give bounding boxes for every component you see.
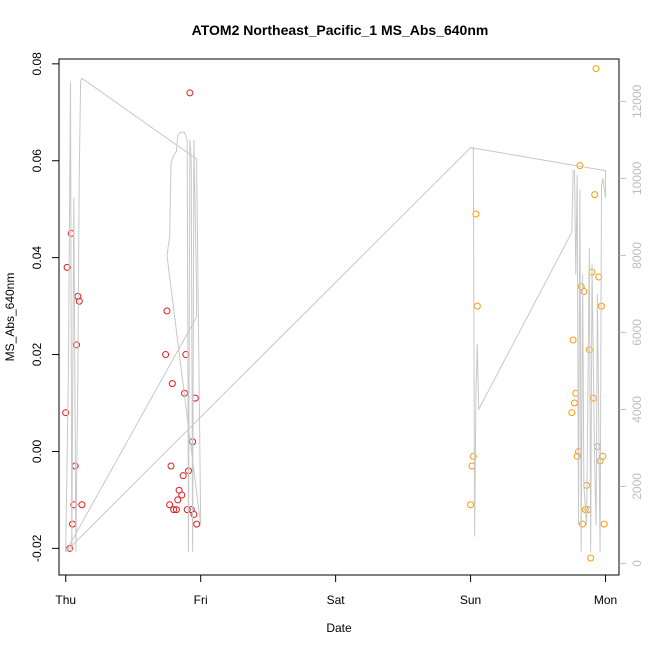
y2-tick-label: 6000 <box>630 319 644 346</box>
y-tick-label: 0.04 <box>30 246 44 270</box>
data-point <box>469 452 477 460</box>
y2-tick-label: 8000 <box>630 242 644 269</box>
chart-title: ATOM2 Northeast_Pacific_1 MS_Abs_640nm <box>192 22 489 38</box>
data-point <box>569 336 577 344</box>
y-tick-label: 0.02 <box>30 343 44 367</box>
y-tick-label: -0.02 <box>30 534 44 562</box>
data-point <box>193 520 201 528</box>
y2-tick-label: 10000 <box>630 161 644 195</box>
y2-tick-label: 2000 <box>630 473 644 500</box>
data-point <box>592 65 600 73</box>
plot-marks: -0.02 0.00 0.02 0.04 0.06 0.08 0 2000 4000 6000 80… <box>30 52 644 607</box>
series-line <box>65 77 606 553</box>
data-point <box>473 302 481 310</box>
data-point <box>472 210 480 218</box>
plot-frame <box>58 58 620 576</box>
data-point <box>573 452 581 460</box>
data-point <box>63 263 71 271</box>
x-tick-label: Fri <box>194 593 208 607</box>
data-point <box>174 496 182 504</box>
data-point <box>162 351 170 359</box>
data-point <box>568 409 576 417</box>
x-axis-label: Date <box>326 621 352 635</box>
data-point <box>179 472 187 480</box>
data-point <box>580 288 588 296</box>
data-point <box>75 297 83 305</box>
data-point <box>167 462 175 470</box>
data-point <box>170 506 178 514</box>
data-point <box>183 506 191 514</box>
data-point <box>172 506 180 514</box>
x-tick-label: Mon <box>594 593 617 607</box>
x-tick-label: Thu <box>55 593 76 607</box>
data-point <box>587 554 595 562</box>
data-point <box>599 452 607 460</box>
data-point <box>68 520 76 528</box>
y2-tick-label: 0 <box>630 560 644 567</box>
data-point <box>168 380 176 388</box>
x-tick-label: Sun <box>460 593 481 607</box>
data-point <box>62 409 70 417</box>
x-tick-label: Sat <box>327 593 346 607</box>
data-point <box>190 510 198 518</box>
data-point <box>78 501 86 509</box>
y-tick-label: 0.00 <box>30 439 44 463</box>
y-tick-label: 0.08 <box>30 52 44 76</box>
data-point <box>570 399 578 407</box>
y2-tick-label: 4000 <box>630 396 644 423</box>
y-tick-label: 0.06 <box>30 149 44 173</box>
data-point <box>467 501 475 509</box>
data-point <box>591 191 599 199</box>
data-point <box>600 520 608 528</box>
data-point <box>178 491 186 499</box>
y-axis-label: MS_Abs_640nm <box>3 273 17 362</box>
data-point <box>166 501 174 509</box>
data-point <box>73 341 81 349</box>
data-point <box>595 273 603 281</box>
y2-tick-label: 12000 <box>630 84 644 118</box>
data-point <box>579 520 587 528</box>
data-point <box>186 89 194 97</box>
data-point <box>163 307 171 315</box>
